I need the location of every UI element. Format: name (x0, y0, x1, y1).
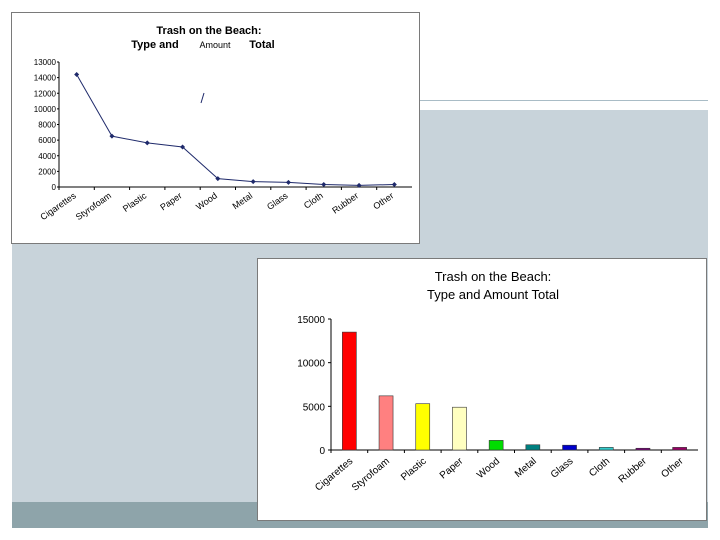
line-y-tick-label: 4000 (38, 152, 56, 161)
line-point (109, 133, 115, 139)
line-y-tick-label: 6000 (38, 136, 56, 145)
line-x-tick-label: Wood (194, 190, 219, 212)
bar-y-tick-label: 0 (319, 446, 325, 457)
bar (378, 395, 394, 451)
line-y-tick-label: 8000 (38, 121, 56, 130)
bar-x-tick-label: Glass (549, 456, 576, 481)
line-x-tick-label: Styrofoam (74, 190, 113, 222)
line-point (74, 72, 80, 77)
stray-mark (200, 92, 205, 104)
line-y-tick-label: 2000 (38, 167, 56, 176)
line-point (391, 182, 397, 187)
line-point (356, 182, 362, 188)
line-chart: Trash on the Beach: Type and Amount Tota… (34, 25, 412, 222)
line-chart-title-2c: Total (249, 39, 274, 51)
line-x-tick-label: Cigarettes (38, 190, 78, 222)
bar (488, 440, 504, 451)
bar-y-tick-label: 10000 (297, 359, 325, 370)
line-point (250, 179, 256, 185)
line-x-tick-label: Other (371, 190, 395, 211)
bar-chart: Trash on the Beach: Type and Amount Tota… (297, 269, 698, 494)
line-x-tick-label: Glass (265, 190, 290, 212)
line-y-tick-label: 12000 (34, 89, 57, 98)
bar-chart-title-1: Trash on the Beach: (435, 269, 552, 284)
line-chart-panel: Trash on the Beach: Type and Amount Tota… (11, 12, 420, 244)
line-x-tick-label: Cloth (302, 190, 325, 210)
bar-x-tick-label: Cloth (587, 456, 612, 479)
line-point (180, 144, 186, 150)
line-point (215, 176, 221, 182)
line-point (144, 140, 150, 146)
bar (562, 444, 577, 451)
line-x-tick-label: Plastic (121, 190, 149, 214)
line-y-tick-label: 14000 (34, 74, 57, 83)
line-x-tick-label: Rubber (330, 190, 360, 215)
bar-x-tick-label: Rubber (617, 455, 650, 485)
bar (672, 447, 687, 451)
bar (598, 447, 614, 451)
line-x-tick-label: Paper (158, 190, 183, 212)
bar-chart-panel: Trash on the Beach: Type and Amount Tota… (257, 258, 707, 521)
line-chart-title-2b: Amount (199, 40, 231, 50)
bar-x-tick-label: Cigarettes (313, 456, 355, 494)
bar-x-tick-label: Other (659, 455, 686, 480)
bar-x-tick-label: Plastic (399, 456, 429, 483)
bar (415, 403, 431, 451)
bar-chart-title-2: Type and Amount Total (427, 287, 559, 302)
bar-y-tick-label: 15000 (297, 315, 325, 326)
bar-y-tick-label: 5000 (303, 402, 326, 413)
bar (342, 331, 357, 451)
line-y-tick-label: 0 (52, 183, 57, 192)
line-x-tick-label: Metal (231, 190, 255, 211)
bar-x-tick-label: Styrofoam (350, 456, 392, 494)
line-point (285, 179, 291, 185)
bar (452, 406, 467, 451)
line-point (321, 182, 327, 187)
bar-x-tick-label: Paper (438, 455, 466, 481)
line-y-tick-label: 10000 (34, 105, 57, 114)
bar-x-tick-label: Metal (513, 456, 539, 480)
line-chart-title-1: Trash on the Beach: (156, 25, 261, 37)
line-y-tick-label: 13000 (34, 58, 57, 67)
bar (525, 444, 541, 451)
line-series (76, 74, 395, 186)
line-chart-title-2a: Type and (131, 39, 178, 51)
bar (635, 447, 651, 451)
bar-x-tick-label: Wood (475, 456, 502, 481)
